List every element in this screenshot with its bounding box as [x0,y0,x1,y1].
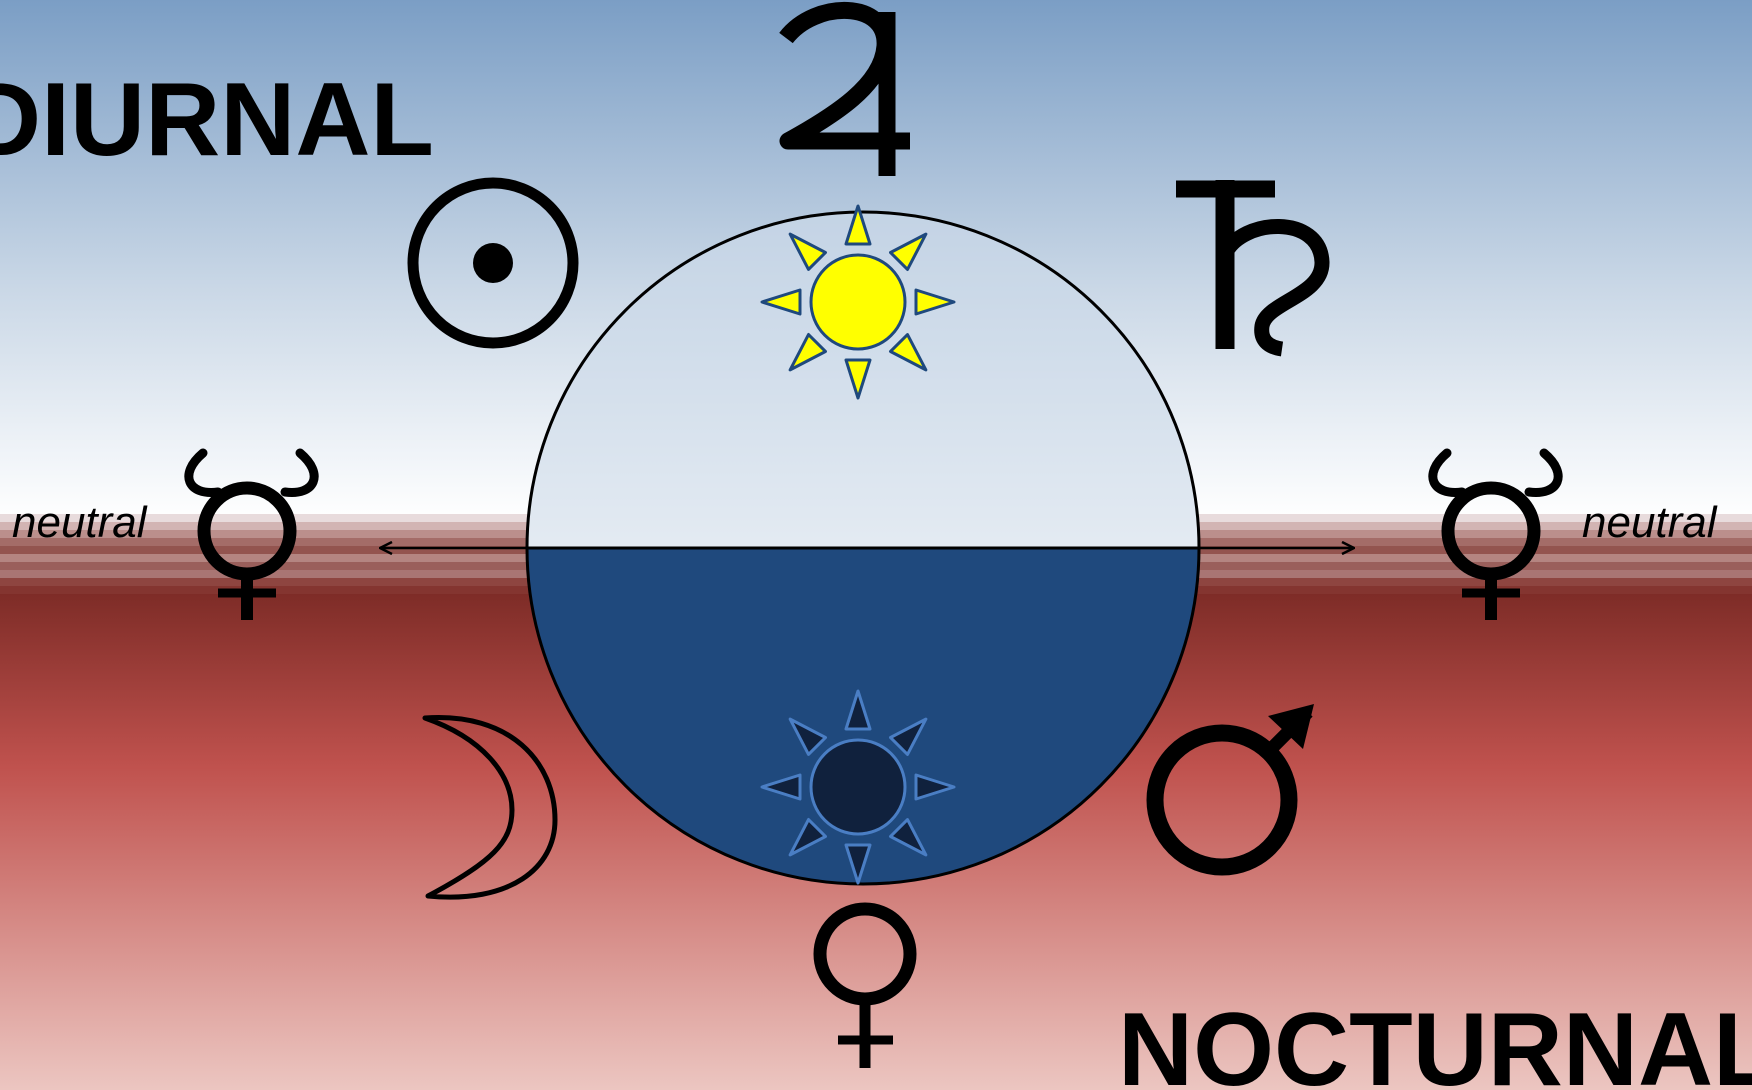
neutral-left-label: neutral [12,498,148,547]
mars-symbol-icon [1146,704,1314,876]
sun-symbol-icon [407,177,579,349]
neutral-right-label: neutral [1582,498,1718,547]
moon-symbol-icon [422,715,558,900]
mercury-symbol-left-icon [184,448,319,620]
dark-sun-icon [760,689,956,885]
jupiter-symbol-icon [779,1,910,176]
saturn-symbol-icon [1176,180,1330,357]
bright-sun-icon [760,204,956,400]
mercury-symbol-right-icon [1428,448,1563,620]
nocturnal-label: NOCTURNAL [1118,992,1752,1090]
venus-symbol-icon [813,902,917,1068]
diurnal-label: DIURNAL [0,62,434,178]
